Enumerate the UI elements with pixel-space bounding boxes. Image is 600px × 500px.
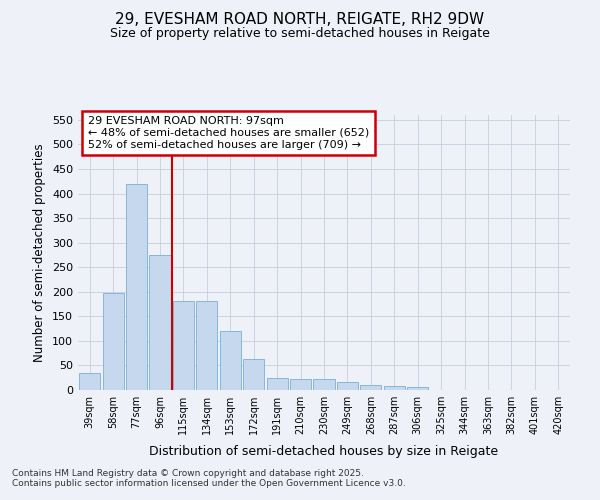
X-axis label: Distribution of semi-detached houses by size in Reigate: Distribution of semi-detached houses by … [149,446,499,458]
Y-axis label: Number of semi-detached properties: Number of semi-detached properties [34,143,46,362]
Bar [126,184,147,390]
Bar [361,385,382,390]
Bar [220,331,241,390]
Bar [384,386,405,390]
Bar [149,255,170,390]
Bar [337,382,358,390]
Bar [79,373,100,390]
Bar [196,301,217,390]
Text: 29 EVESHAM ROAD NORTH: 97sqm
← 48% of semi-detached houses are smaller (652)
52%: 29 EVESHAM ROAD NORTH: 97sqm ← 48% of se… [88,116,369,150]
Bar [407,387,428,390]
Bar [243,359,264,390]
Bar [290,379,311,390]
Text: Contains public sector information licensed under the Open Government Licence v3: Contains public sector information licen… [12,478,406,488]
Bar [266,378,287,390]
Bar [173,301,194,390]
Text: Contains HM Land Registry data © Crown copyright and database right 2025.: Contains HM Land Registry data © Crown c… [12,468,364,477]
Text: Size of property relative to semi-detached houses in Reigate: Size of property relative to semi-detach… [110,28,490,40]
Text: 29, EVESHAM ROAD NORTH, REIGATE, RH2 9DW: 29, EVESHAM ROAD NORTH, REIGATE, RH2 9DW [115,12,485,28]
Bar [103,294,124,390]
Bar [313,379,335,390]
